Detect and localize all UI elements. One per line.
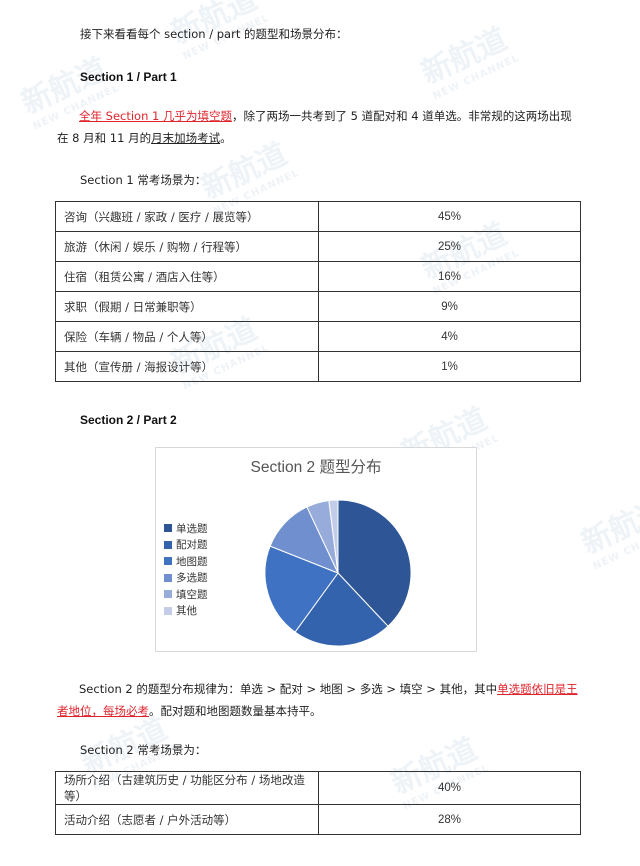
legend-label: 地图题 <box>176 555 208 568</box>
table-row: 其他（宣传册 / 海报设计等） 1% <box>55 351 581 382</box>
legend-swatch <box>164 606 172 615</box>
scene-pct: 1% <box>318 351 581 382</box>
body-text: 。配对题和地图题数量基本持平。 <box>149 704 322 718</box>
pie-slice-其他 <box>328 499 339 574</box>
table-row: 场所介绍（古建筑历史 / 功能区分布 / 场地改造等） 40% <box>55 771 581 805</box>
body-text: ，除了两场一共考到了 5 道配对和 4 道单选。非常规的这两场出现在 8 月和 … <box>57 109 572 145</box>
highlight-text: 全年 Section 1 几乎为填空题 <box>79 109 233 123</box>
legend-label: 配对题 <box>176 539 208 552</box>
pie-svg <box>264 499 412 647</box>
table-row: 住宿（租赁公寓 / 酒店入住等） 16% <box>55 261 581 292</box>
scene-pct: 40% <box>318 771 581 805</box>
chart-legend: 单选题配对题地图题多选题填空题其他 <box>164 520 208 619</box>
section2-scenes-label: Section 2 常考场景为： <box>80 743 207 757</box>
legend-item: 填空题 <box>164 586 208 603</box>
body-text: 。 <box>220 131 232 145</box>
section2-scenes-table: 场所介绍（古建筑历史 / 功能区分布 / 场地改造等） 40% 活动介绍（志愿者 … <box>55 771 581 835</box>
table-row: 保险（车辆 / 物品 / 个人等） 4% <box>55 321 581 352</box>
pie-slice-配对题 <box>294 572 389 647</box>
legend-swatch <box>164 590 172 599</box>
table-row: 咨询（兴趣班 / 家政 / 医疗 / 展览等） 45% <box>55 201 581 232</box>
legend-item: 地图题 <box>164 553 208 570</box>
scene-pct: 28% <box>318 804 581 835</box>
legend-label: 多选题 <box>176 572 208 585</box>
legend-swatch <box>164 524 172 533</box>
legend-swatch <box>164 540 172 549</box>
intro-text: 接下来看看每个 section / part 的题型和场景分布： <box>80 27 348 41</box>
highlight-text: 单选题依旧是王者地位，每场必考 <box>57 682 578 718</box>
legend-item: 多选题 <box>164 570 208 587</box>
legend-item: 配对题 <box>164 537 208 554</box>
table-row: 旅游（休闲 / 娱乐 / 购物 / 行程等） 25% <box>55 231 581 262</box>
legend-label: 单选题 <box>176 522 208 535</box>
scene-pct: 9% <box>318 291 581 322</box>
scene-pct: 4% <box>318 321 581 352</box>
scene-name: 活动介绍（志愿者 / 户外活动等） <box>55 804 319 835</box>
legend-swatch <box>164 557 172 566</box>
legend-item: 单选题 <box>164 520 208 537</box>
legend-item: 其他 <box>164 603 208 620</box>
scene-name: 求职（假期 / 日常兼职等） <box>55 291 319 322</box>
section1-scenes-label: Section 1 常考场景为： <box>80 173 207 187</box>
scene-name: 保险（车辆 / 物品 / 个人等） <box>55 321 319 352</box>
section1-scenes-table: 咨询（兴趣班 / 家政 / 医疗 / 展览等） 45% 旅游（休闲 / 娱乐 / … <box>55 201 581 382</box>
table-row: 求职（假期 / 日常兼职等） 9% <box>55 291 581 322</box>
section2-heading: Section 2 / Part 2 <box>80 413 177 427</box>
scene-pct: 45% <box>318 201 581 232</box>
scene-pct: 25% <box>318 231 581 262</box>
legend-label: 其他 <box>176 605 197 618</box>
legend-label: 填空题 <box>176 588 208 601</box>
scene-name: 场所介绍（古建筑历史 / 功能区分布 / 场地改造等） <box>55 771 319 805</box>
scene-name: 住宿（租赁公寓 / 酒店入住等） <box>55 261 319 292</box>
pie-slice-单选题 <box>337 499 412 627</box>
table-row: 活动介绍（志愿者 / 户外活动等） 28% <box>55 804 581 835</box>
scene-name: 其他（宣传册 / 海报设计等） <box>55 351 319 382</box>
section1-heading: Section 1 / Part 1 <box>80 70 177 84</box>
pie-slice-地图题 <box>264 545 339 633</box>
section1-paragraph: 全年 Section 1 几乎为填空题，除了两场一共考到了 5 道配对和 4 道… <box>57 105 582 149</box>
section2-paragraph: Section 2 的题型分布规律为：单选 > 配对 > 地图 > 多选 > 填… <box>57 678 582 722</box>
scene-name: 咨询（兴趣班 / 家政 / 医疗 / 展览等） <box>55 201 319 232</box>
scene-name: 旅游（休闲 / 娱乐 / 购物 / 行程等） <box>55 231 319 262</box>
scene-pct: 16% <box>318 261 581 292</box>
pie-chart: Section 2 题型分布 单选题配对题地图题多选题填空题其他 <box>155 447 477 652</box>
underlined-text: 月末加场考试 <box>151 131 221 145</box>
body-text: Section 2 的题型分布规律为：单选 > 配对 > 地图 > 多选 > 填… <box>79 682 498 696</box>
chart-title: Section 2 题型分布 <box>250 459 382 476</box>
legend-swatch <box>164 573 172 582</box>
